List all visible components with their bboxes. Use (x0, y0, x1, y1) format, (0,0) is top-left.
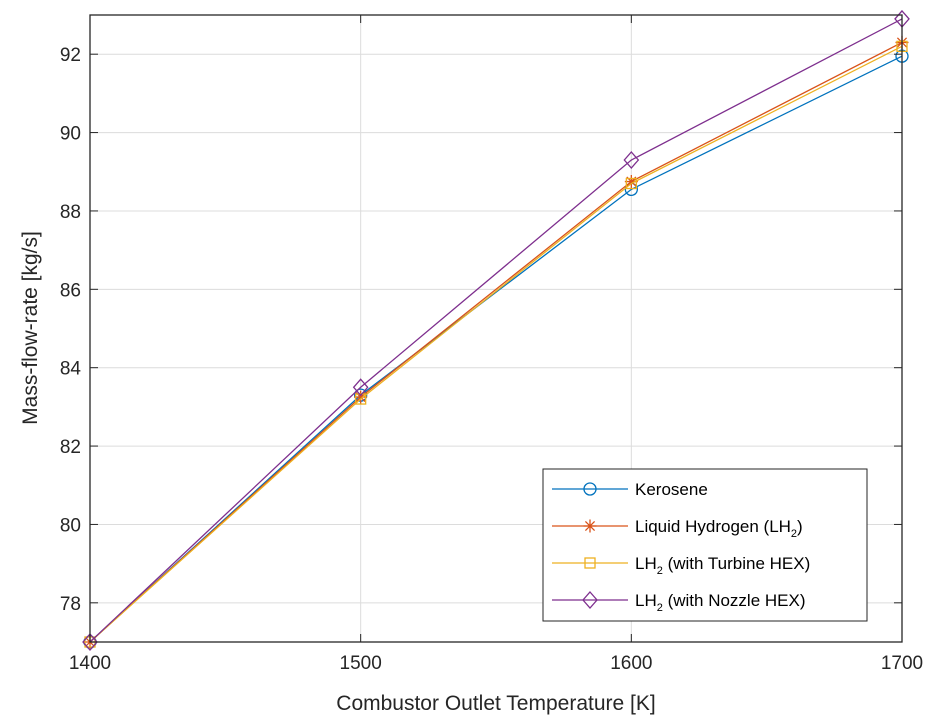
legend-subscript: 2 (657, 602, 663, 614)
legend-marker-square (584, 557, 596, 569)
data-point-asterisk (354, 390, 368, 404)
legend-marker-diamond (582, 591, 598, 609)
legend-subscript: 2 (657, 565, 663, 577)
x-tick-label: 1500 (340, 653, 382, 674)
series-group (82, 9, 910, 651)
legend-label: LH2 (with Turbine HEX) (635, 554, 810, 577)
y-tick-label: 88 (60, 202, 81, 223)
grid-lines (89, 15, 903, 642)
legend-label: LH2 (with Nozzle HEX) (635, 591, 806, 614)
legend-entry: Kerosene (552, 480, 708, 499)
y-tick-label: 78 (60, 594, 81, 615)
legend-subscript: 2 (791, 528, 797, 540)
x-tick-label: 1700 (881, 653, 923, 674)
legend-text-part: Liquid Hydrogen (LH (635, 517, 791, 536)
data-point-square (355, 393, 367, 405)
tick-labels: 1400 1500 1600 1700 78 80 82 84 86 88 90 92 (60, 15, 923, 674)
y-tick-label: 82 (60, 437, 81, 458)
legend-text-part: (with Nozzle HEX) (663, 591, 806, 610)
y-tick-label: 84 (60, 359, 82, 380)
plot-frame (89, 14, 903, 643)
x-tick-label: 1600 (610, 653, 652, 674)
legend-text-part: ) (797, 517, 803, 536)
legend-entry: Liquid Hydrogen (LH2) (552, 517, 803, 540)
series-4 (82, 9, 910, 651)
y-tick-label: 92 (60, 45, 81, 66)
y-tick-label: 86 (60, 280, 81, 301)
data-point-diamond (82, 633, 98, 651)
series-line (89, 41, 903, 643)
y-axis-label: Mass-flow-rate [kg/s] (19, 231, 42, 425)
legend-marker-circle (583, 482, 597, 496)
x-axis-label: Combustor Outlet Temperature [K] (336, 692, 655, 715)
legend-box (542, 468, 868, 622)
series-line (89, 18, 903, 643)
x-tick-label: 1400 (69, 653, 111, 674)
legend-entry: LH2 (with Nozzle HEX) (552, 591, 806, 614)
legend-label: Liquid Hydrogen (LH2) (635, 517, 803, 540)
data-point-square (625, 177, 637, 190)
legend-text-part: LH (635, 591, 657, 610)
series-line (89, 45, 903, 643)
legend-label: Kerosene (635, 480, 708, 499)
legend-text-part: (with Turbine HEX) (663, 554, 810, 573)
y-tick-label: 80 (60, 515, 81, 536)
data-point-asterisk (624, 175, 638, 189)
y-tick-label: 90 (60, 124, 81, 145)
data-point-diamond (623, 151, 640, 169)
legend-text-part: Kerosene (635, 480, 708, 499)
series-line (89, 55, 903, 643)
legend-text-part: LH (635, 554, 657, 573)
legend-marker-asterisk (583, 519, 597, 533)
data-point-diamond (352, 378, 369, 397)
legend-entry: LH2 (with Turbine HEX) (552, 554, 810, 577)
